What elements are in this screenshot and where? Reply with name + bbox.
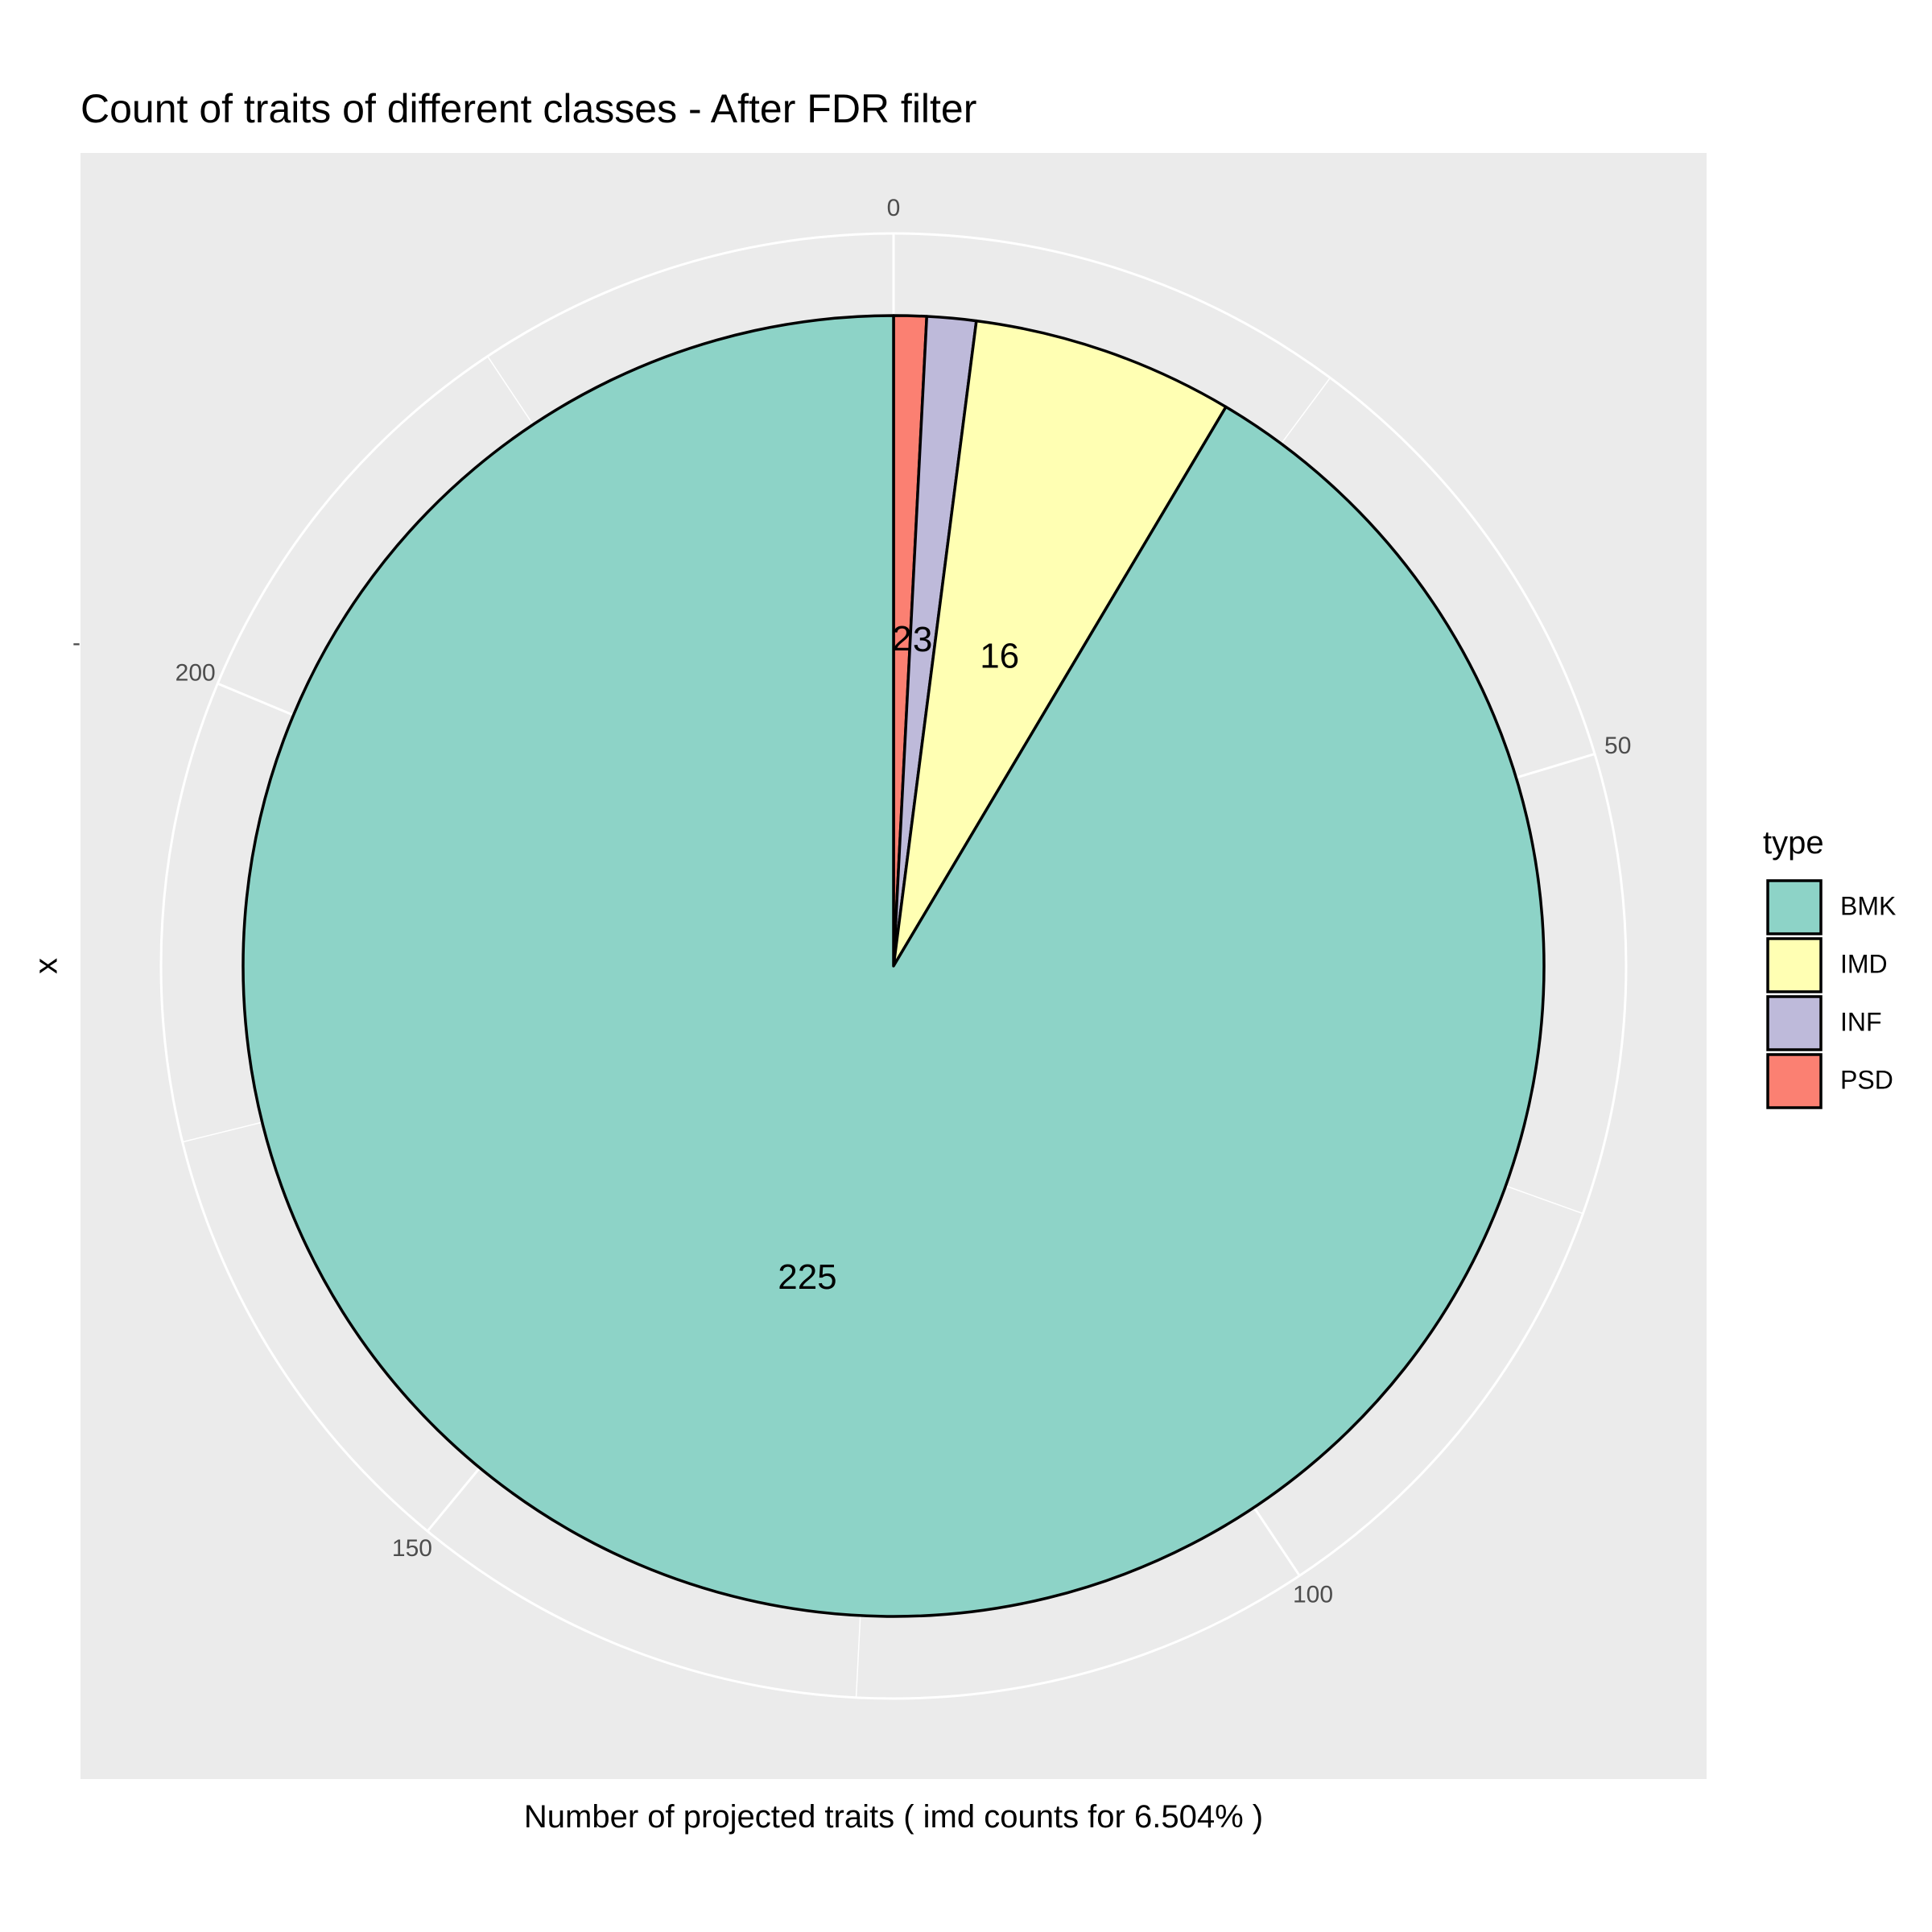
legend-swatch-imd: [1768, 939, 1821, 992]
legend-label-imd: IMD: [1840, 949, 1888, 978]
slice-label-imd: 16: [980, 637, 1019, 676]
pie-slice-bmk: [243, 316, 1544, 1616]
slice-label-psd: 2: [892, 619, 911, 658]
legend-label-bmk: BMK: [1840, 891, 1896, 920]
legend-swatch-inf: [1768, 997, 1821, 1050]
chart-title: Count of traits of different classes - A…: [80, 86, 976, 131]
legend-title: type: [1763, 825, 1824, 861]
angular-tick-label: 100: [1293, 1581, 1333, 1608]
slice-layer: [243, 316, 1544, 1616]
legend-swatch-psd: [1768, 1055, 1821, 1108]
slice-label-bmk: 225: [778, 1257, 836, 1297]
x-axis-title: Number of projected traits ( imd counts …: [524, 1799, 1263, 1835]
angular-tick-label: 150: [392, 1535, 432, 1562]
legend-label-inf: INF: [1840, 1007, 1882, 1036]
angular-tick-label: 0: [887, 195, 901, 221]
angular-tick-label: 200: [175, 659, 216, 686]
y-tick-label: -: [72, 630, 80, 656]
legend-swatch-bmk: [1768, 881, 1821, 934]
angular-tick-label: 50: [1604, 733, 1631, 759]
slice-label-inf: 3: [913, 620, 932, 659]
legend-label-psd: PSD: [1840, 1065, 1893, 1094]
y-axis-title: x: [29, 958, 64, 974]
